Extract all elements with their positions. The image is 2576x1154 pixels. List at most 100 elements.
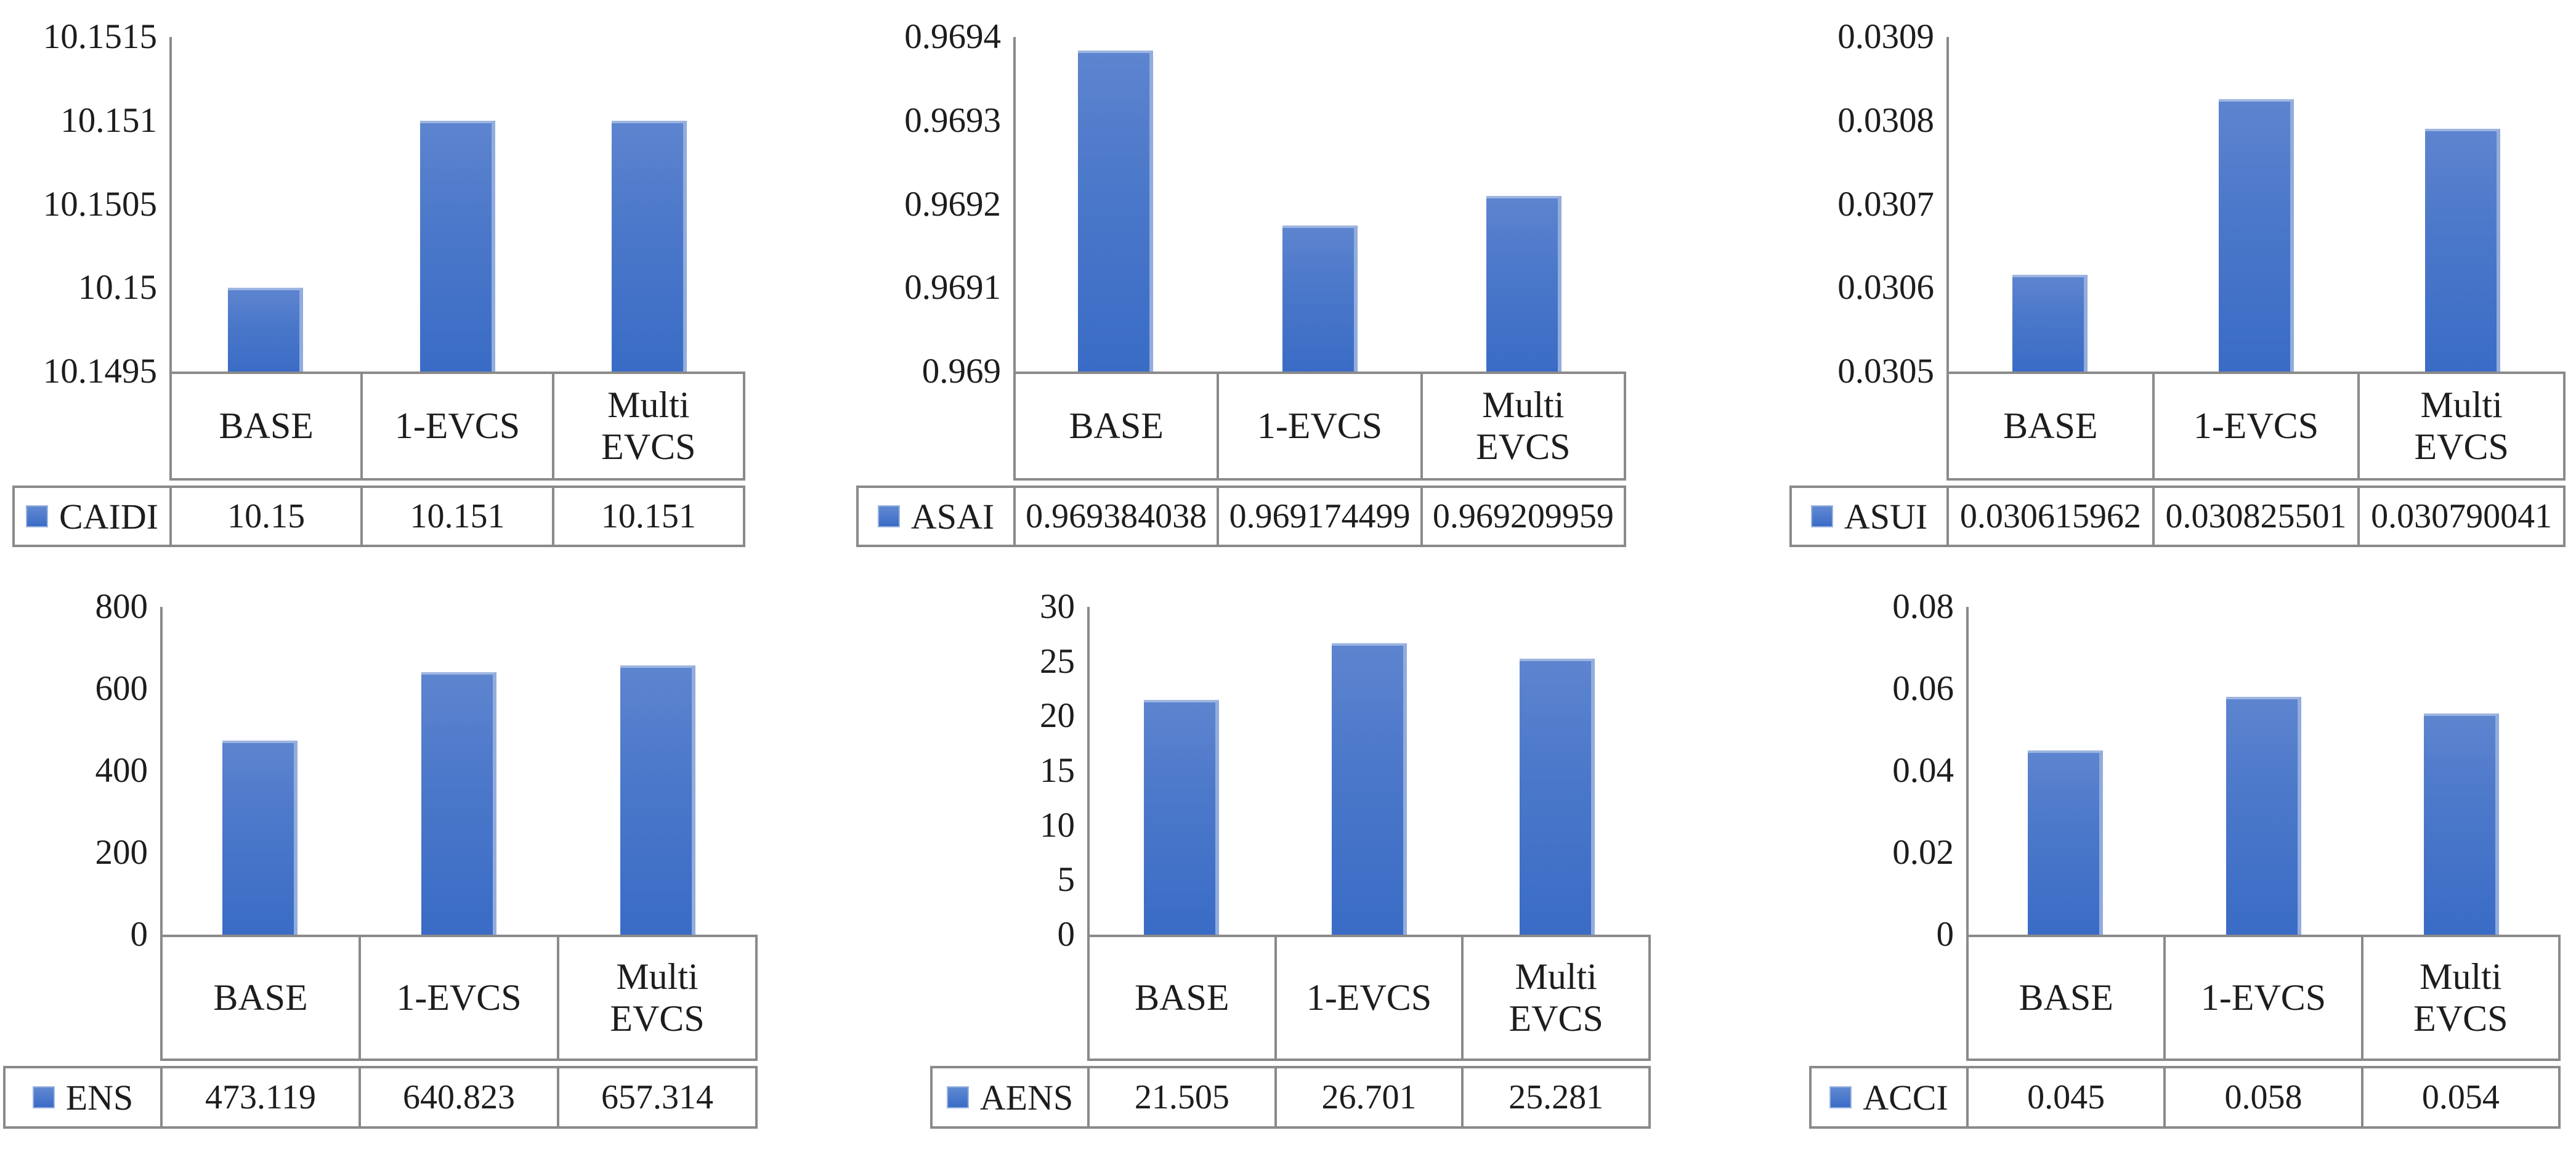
y-axis-tick-label: 10.15 [78,268,157,307]
value-cell: 0.054 [2421,1078,2500,1116]
plot-area [1946,37,2566,372]
bar-base [2027,750,2103,935]
y-axis-tick-label: 30 [1040,587,1075,626]
legend-swatch-icon [32,1086,55,1108]
plot-area [1013,37,1626,372]
category-label: Multi EVCS [601,384,696,467]
y-axis-tick-label: 600 [95,669,148,708]
bar-1-evcs [421,672,496,935]
y-axis-tick-label: 0.9693 [904,100,1001,140]
bar-base [1143,700,1219,935]
category-cell: 1-EVCS [2155,374,2360,478]
category-cell: 1-EVCS [1219,374,1423,478]
bar-1-evcs [2226,697,2301,935]
legend-swatch-icon [877,505,900,527]
bar-multi-evcs [1519,659,1595,935]
value-cell: 10.151 [363,488,554,545]
category-label: Multi EVCS [2413,956,2508,1039]
value-cell: 0.030790041 [2371,497,2553,535]
y-axis-tick-label: 10.1505 [43,184,157,224]
category-cell: BASE [1090,937,1277,1059]
value-cell: 657.314 [601,1078,713,1116]
legend-swatch-icon [1810,505,1833,527]
category-cell: Multi EVCS [1423,374,1624,478]
y-axis-tick-label: 0.0308 [1837,100,1934,140]
category-cell: 1-EVCS [361,937,559,1059]
y-axis-tick-label: 0.02 [1892,833,1954,872]
category-label: 1-EVCS [2200,977,2327,1018]
category-cell: Multi EVCS [2360,374,2563,478]
value-cell: 0.030825501 [2155,488,2360,545]
value-cell: 10.151 [601,497,696,535]
data-table-row: ENS 473.119 640.823 657.314 [3,1066,758,1129]
metric-name: ACCI [1863,1077,1948,1118]
bar-multi-evcs [612,121,687,372]
y-axis-tick-label: 25 [1040,641,1075,681]
y-axis-tick-label: 800 [95,587,148,626]
data-table-row: ASUI 0.030615962 0.030825501 0.030790041 [1789,486,2566,547]
category-label: Multi EVCS [610,956,705,1039]
bar-1-evcs [1282,226,1358,372]
legend-cell: ASUI [1792,488,1949,545]
category-label: Multi EVCS [1509,956,1603,1039]
bar-base [227,288,303,372]
chart-asai: 0.9694 0.9693 0.9692 0.9691 0.969 BASE 1-EVCS M… [856,0,1626,547]
y-axis-tick-label: 0.0305 [1837,352,1934,391]
category-label: BASE [1069,405,1164,446]
y-axis-tick-label: 200 [95,833,148,872]
y-axis-tick-label: 0.969 [921,352,1001,391]
plot-area [160,607,758,935]
category-label: 1-EVCS [394,405,520,446]
category-label: Multi EVCS [2414,384,2509,467]
y-axis-tick-label: 0.0307 [1837,184,1934,224]
data-table-row: CAIDI 10.15 10.151 10.151 [12,486,745,547]
category-label: 1-EVCS [396,977,522,1018]
plot-area [169,37,745,372]
y-axis-tick-label: 0 [1057,915,1075,954]
category-row: BASE 1-EVCS Multi EVCS [169,372,745,481]
category-label: BASE [219,405,314,446]
bar-1-evcs [419,121,495,372]
plot-area [1966,607,2561,935]
bar-1-evcs [1331,643,1407,935]
category-cell: BASE [1969,937,2166,1059]
bar-base [2012,275,2088,372]
legend-cell: ENS [6,1068,163,1126]
y-axis-tick-label: 0 [1936,915,1954,954]
value-cell: 0.969209959 [1432,497,1614,535]
y-axis-tick-label: 0.08 [1892,587,1954,626]
category-label: BASE [2019,977,2113,1018]
value-cell: 0.969174499 [1219,488,1423,545]
chart-asui: 0.0309 0.0308 0.0307 0.0306 0.0305 BASE 1-EVCS… [1789,0,2566,547]
bar-base [1077,51,1153,372]
chart-caidi: 10.1515 10.151 10.1505 10.15 10.1495 BASE 1-EV… [12,0,745,547]
legend-cell: AENS [933,1068,1090,1126]
bar-multi-evcs [2424,129,2500,372]
legend-cell: ASAI [859,488,1016,545]
category-cell: 1-EVCS [1277,937,1464,1059]
category-label: Multi EVCS [1476,384,1571,467]
metric-name: ENS [65,1077,134,1118]
value-cell: 26.701 [1277,1068,1464,1126]
bar-base [222,741,298,935]
data-table-row: AENS 21.505 26.701 25.281 [930,1066,1651,1129]
value-cell: 0.969384038 [1016,488,1220,545]
metric-name: CAIDI [59,496,159,537]
y-axis-tick-label: 5 [1057,860,1075,900]
y-axis-tick-label: 0.0309 [1837,17,1934,56]
chart-ens: 800 600 400 200 0 BASE 1-EVCS Multi EVCS ENS 473.… [3,570,758,1129]
category-row: BASE 1-EVCS Multi EVCS [1966,935,2561,1061]
value-cell: 10.15 [172,488,363,545]
chart-acci: 0.08 0.06 0.04 0.02 0 BASE 1-EVCS Multi EVCS ACC… [1809,570,2561,1129]
plot-area [1087,607,1651,935]
category-label: BASE [213,977,308,1018]
y-axis-tick-label: 10.1515 [43,17,157,56]
category-label: BASE [1135,977,1229,1018]
y-axis-tick-label: 400 [95,751,148,790]
value-cell: 640.823 [361,1068,559,1126]
category-row: BASE 1-EVCS Multi EVCS [1013,372,1626,481]
value-cell: 0.030615962 [1949,488,2155,545]
value-cell: 0.045 [1969,1068,2166,1126]
data-table-row: ACCI 0.045 0.058 0.054 [1809,1066,2561,1129]
data-table-row: ASAI 0.969384038 0.969174499 0.969209959 [856,486,1626,547]
